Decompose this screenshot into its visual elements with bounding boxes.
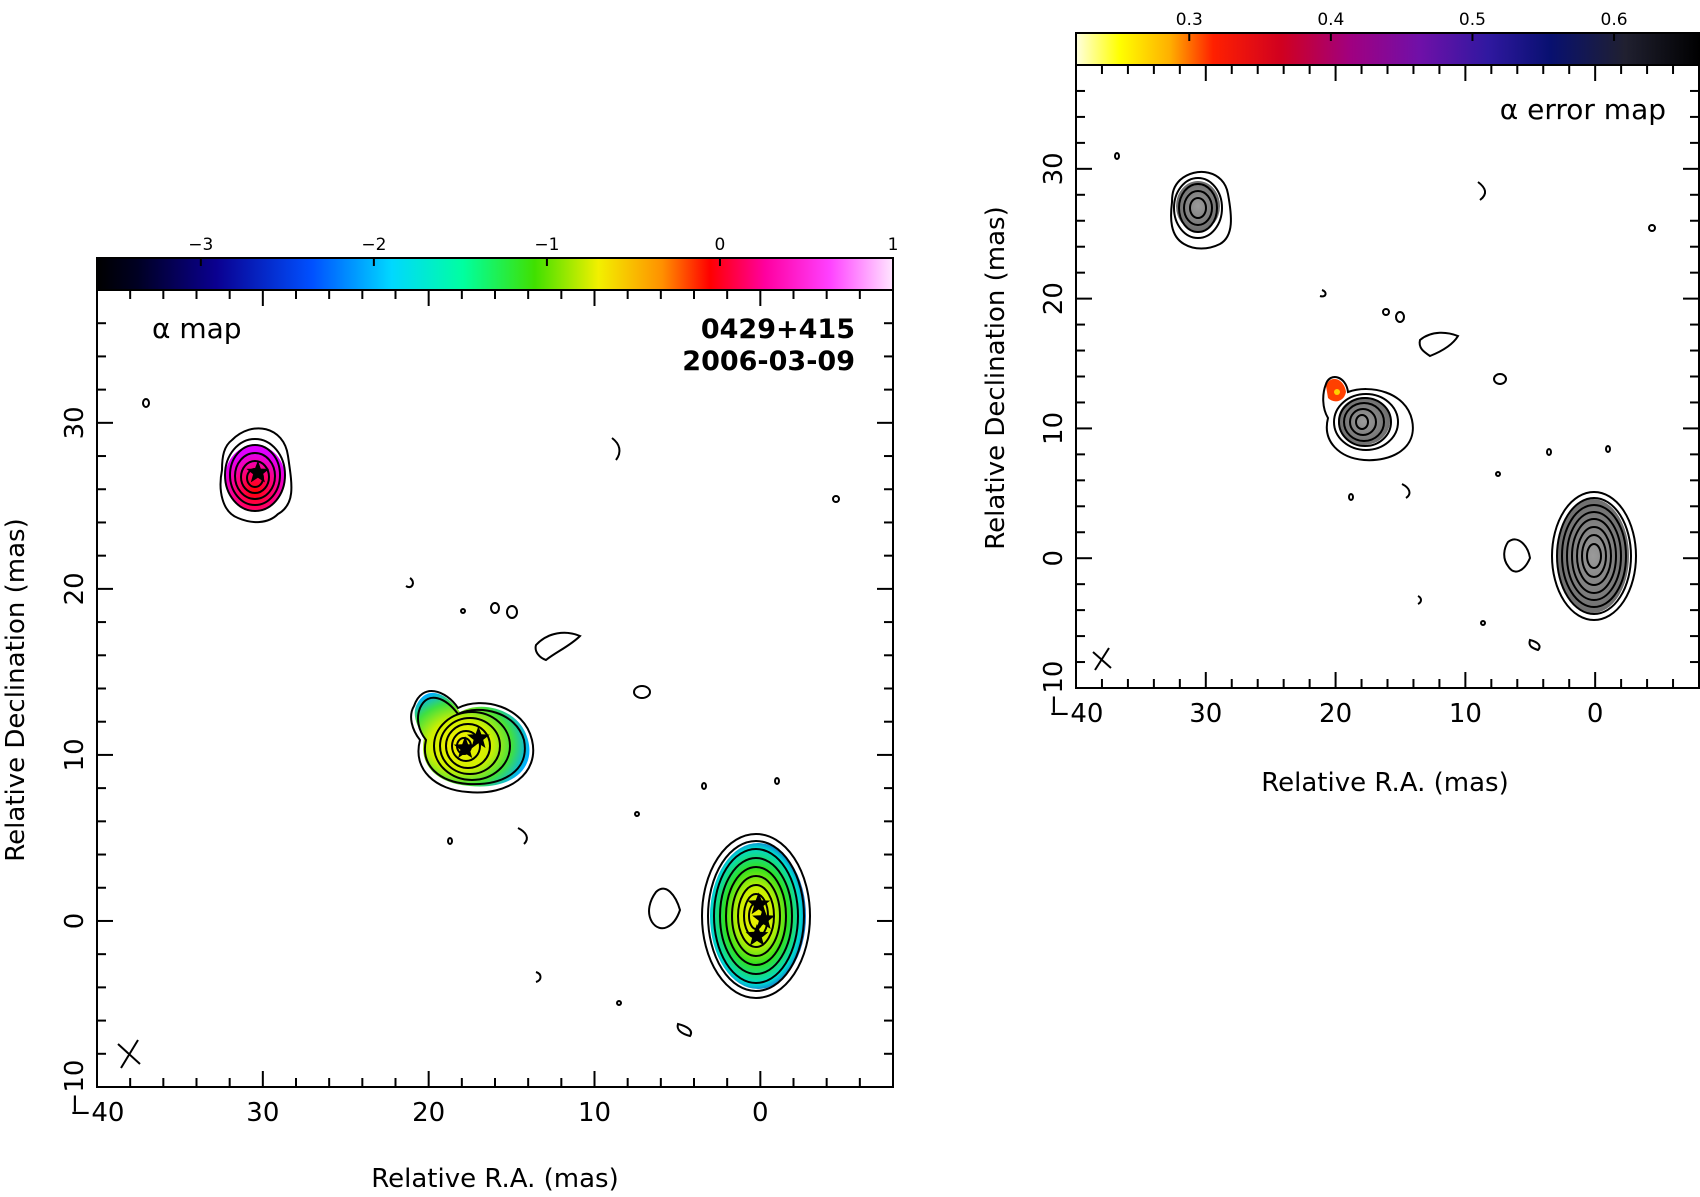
error-colorbar: [1075, 32, 1700, 66]
error-axes: −40 30 20 10 0 −10 0 10 20 30: [1039, 64, 1700, 729]
error-y-tick-label: 30: [1039, 152, 1069, 185]
alpha-colorbar-ticks: −3 −2 −1 0 1: [188, 235, 898, 266]
error-colorbar-ticks: 0.3 0.4 0.5 0.6: [1176, 10, 1628, 41]
alpha-error-map-panel: 0.3 0.4 0.5 0.6: [981, 10, 1700, 798]
alpha-contours: [142, 398, 840, 1038]
error-y-tick-label: −10: [1039, 661, 1069, 716]
alpha-x-tick-label: 30: [246, 1098, 279, 1128]
alpha-x-tick-label: 20: [412, 1098, 445, 1128]
error-map-title: α error map: [1500, 93, 1666, 126]
error-y-axis-title: Relative Declination (mas): [981, 206, 1011, 549]
alpha-colorbar-tick-label: 0: [715, 235, 726, 255]
error-y-tick-label: 20: [1039, 282, 1069, 315]
error-x-tick-label: 10: [1449, 699, 1482, 729]
alpha-x-axis-title: Relative R.A. (mas): [371, 1164, 618, 1194]
error-colorbar-tick-label: 0.3: [1176, 10, 1203, 30]
error-contours: [1114, 152, 1656, 652]
alpha-y-tick-label: 30: [60, 406, 90, 439]
alpha-y-tick-label: 10: [60, 738, 90, 771]
alpha-map-title: α map: [152, 312, 242, 345]
error-colorbar-tick-label: 0.6: [1601, 10, 1628, 30]
alpha-axes: −40 30 20 10 0 −10 0 10 20 30: [60, 289, 894, 1128]
alpha-y-axis-title: Relative Declination (mas): [1, 518, 31, 861]
error-x-tick-label: 0: [1587, 699, 1604, 729]
error-colorbar-tick-label: 0.5: [1459, 10, 1486, 30]
alpha-map-panel: −3 −2 −1 0 1: [1, 235, 898, 1194]
alpha-x-tick-label: 0: [752, 1098, 769, 1128]
error-emission: [1176, 181, 1629, 613]
alpha-colorbar-tick-label: −3: [188, 235, 213, 255]
alpha-x-tick-label: 10: [578, 1098, 611, 1128]
source-name: 0429+415: [701, 314, 855, 345]
error-x-tick-label: −40: [1049, 699, 1104, 729]
peak-star-marker-knot: [453, 736, 477, 758]
knot-alpha-fill: [414, 692, 530, 787]
error-y-tick-label: 10: [1039, 412, 1069, 445]
alpha-colorbar-tick-label: −2: [361, 235, 386, 255]
beam-cross: [117, 1039, 141, 1069]
alpha-emission: [225, 445, 806, 989]
error-y-tick-label: 0: [1039, 550, 1069, 567]
error-beam-cross: [1092, 647, 1112, 671]
alpha-colorbar: [96, 257, 894, 291]
alpha-colorbar-tick-label: 1: [888, 235, 899, 255]
error-x-tick-label: 30: [1189, 699, 1222, 729]
alpha-y-tick-label: 20: [60, 572, 90, 605]
error-x-tick-label: 20: [1319, 699, 1352, 729]
peak-star-marker-core: [752, 907, 776, 929]
peak-star-marker-core: [745, 923, 769, 946]
alpha-peak-markers: [246, 460, 776, 946]
error-colorbar-tick-label: 0.4: [1317, 10, 1344, 30]
observation-date: 2006-03-09: [682, 346, 855, 377]
peak-star-marker-outer: [246, 460, 270, 483]
alpha-y-tick-label: 0: [60, 913, 90, 930]
peak-star-marker-core: [747, 892, 771, 915]
alpha-x-tick-label: −40: [70, 1098, 125, 1128]
alpha-colorbar-tick-label: −1: [534, 235, 559, 255]
error-x-axis-title: Relative R.A. (mas): [1261, 768, 1508, 798]
alpha-y-tick-label: −10: [60, 1060, 90, 1115]
peak-star-marker-knot: [467, 726, 490, 748]
